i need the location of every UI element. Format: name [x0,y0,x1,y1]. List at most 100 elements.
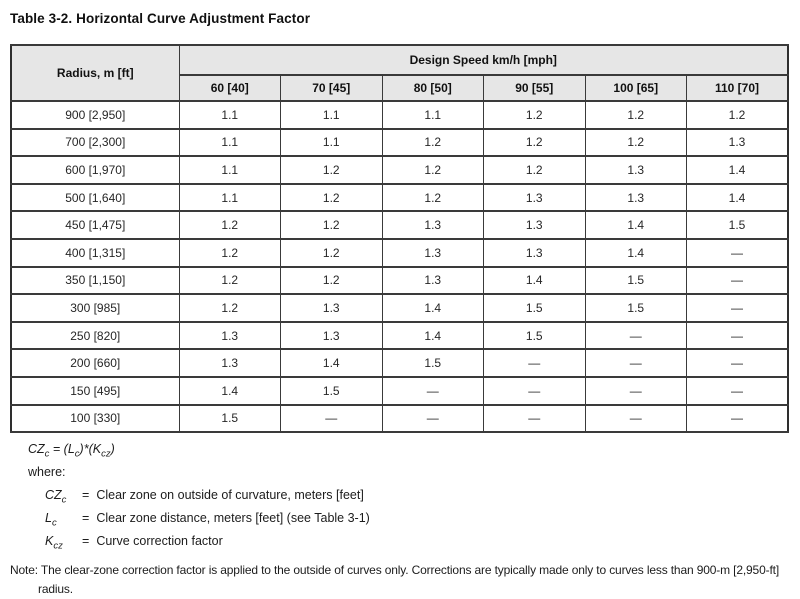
symbol-subscript: c [61,494,67,506]
symbol-base: CZ [45,488,62,503]
factor-cell: — [686,293,789,323]
factor-cell: 1.5 [584,293,687,323]
speed-column-header: 80 [50] [381,74,484,102]
factor-cell: 1.2 [381,182,484,213]
radius-cell: 150 [495] [10,375,180,406]
symbol-subscript: cz [53,540,63,552]
factor-cell: 1.2 [178,293,281,323]
factor-cell: 1.4 [381,320,484,351]
factor-cell: — [381,375,484,406]
table-row: 250 [820] 1.3 1.3 1.4 1.5— — [10,320,789,351]
factor-cell: 1.2 [381,127,484,158]
factor-cell: 1.2 [280,265,383,296]
factor-cell: 1.2 [381,155,484,185]
group-header-row: Radius, m [ft] Design Speed km/h [mph] [10,44,789,102]
factor-cell: — [280,403,383,434]
factor-cell: — [483,403,586,434]
factor-cell: 1.5 [178,403,281,434]
symbol-base: K [45,534,54,549]
factor-cell: 1.2 [483,127,586,158]
speed-header-row: 60 [40] 70 [45] 80 [50] 90 [55] 100 [65] 110 … [11,74,789,102]
formula-var-k-subscript: cz [101,448,111,460]
note-label: Note: [10,563,38,578]
factor-cell: 1.3 [178,348,281,378]
radius-cell: 300 [985] [10,293,180,323]
table-row: 200 [660] 1.3 1.4 1.5— — — [10,348,789,378]
table-title: Table 3-2. Horizontal Curve Adjustment F… [10,11,311,26]
factor-cell: 1.3 [584,182,687,213]
factor-cell: 1.2 [178,210,281,240]
factor-cell: 1.4 [584,210,687,240]
factor-cell: 1.1 [381,100,484,130]
factor-cell: 1.2 [483,100,586,130]
factor-cell: 1.1 [280,127,383,158]
factor-cell: 1.2 [178,265,281,296]
definition-symbol: CZc [45,488,82,505]
factor-cell: 1.3 [178,320,281,351]
symbol-base: L [45,511,52,526]
factor-cell: 1.5 [483,293,586,323]
formula-var-cz-subscript: c [44,448,50,460]
factor-cell: — [686,348,789,378]
definition-symbol: Lc [45,511,82,528]
formula-close-paren: ) [110,442,115,457]
factor-cell: 1.3 [280,320,383,351]
radius-cell: 700 [2,300] [10,127,180,158]
clear-zone-formula: CZc = (Lc)*(Kcz) [28,442,789,459]
table-row: 400 [1,315] 1.2 1.2 1.3 1.3 1.4— [10,237,789,268]
factor-cell: 1.5 [584,265,687,296]
definition-text: Clear zone distance, meters [feet] (see … [96,511,370,526]
factor-cell: 1.2 [483,155,586,185]
factor-table-body: 900 [2,950] 1.1 1.1 1.1 1.2 1.2 1.2 700 [2,300]… [10,100,789,434]
factor-cell: 1.2 [584,127,687,158]
equals-sign: = [82,511,90,526]
factor-cell: 1.5 [483,320,586,351]
formula-var-cz: CZ [28,442,45,457]
factor-cell: 1.1 [178,182,281,213]
radius-cell: 250 [820] [10,320,180,351]
formula-equals: = [49,442,64,457]
table-row: 450 [1,475] 1.2 1.2 1.3 1.3 1.4 1.5 [10,210,789,240]
factor-cell: 1.2 [584,100,687,130]
horizontal-curve-adjustment-table: Radius, m [ft] Design Speed km/h [mph] 6… [10,44,789,434]
table-row: 300 [985] 1.2 1.3 1.4 1.5 1.5— [10,293,789,323]
factor-cell: 1.2 [178,237,281,268]
formula-var-k: K [92,442,102,457]
definitions-list: CZc = Clear zone on outside of curvature, … [10,488,789,551]
definition-text: Clear zone on outside of curvature, mete… [96,488,364,503]
speed-column-header: 60 [40] [178,74,281,102]
table-row: 900 [2,950] 1.1 1.1 1.1 1.2 1.2 1.2 [10,100,789,130]
factor-cell: — [686,265,789,296]
factor-cell: — [483,348,586,378]
factor-cell: 1.3 [280,293,383,323]
factor-cell: — [483,375,586,406]
design-speed-group-header: Design Speed km/h [mph] [178,44,789,76]
factor-cell: 1.3 [483,237,586,268]
factor-cell: 1.3 [686,127,789,158]
table-header: Radius, m [ft] Design Speed km/h [mph] 6… [10,44,789,102]
table-note: Note: The clear-zone correction factor i… [10,561,789,599]
definition-row: CZc = Clear zone on outside of curvature, … [45,488,789,505]
factor-cell: 1.4 [178,375,281,406]
definition-symbol: Kcz [45,534,82,551]
definition-text: Curve correction factor [96,534,223,549]
factor-cell: 1.4 [686,155,789,185]
formula-var-l: L [67,442,75,457]
table-row: 100 [330] 1.5— — — — — [10,403,789,434]
radius-cell: 450 [1,475] [10,210,180,240]
formula-multiply: )*( [79,442,93,457]
factor-cell: 1.1 [178,127,281,158]
radius-cell: 900 [2,950] [10,100,180,130]
factor-cell: — [584,375,687,406]
radius-column-header: Radius, m [ft] [10,44,180,102]
radius-cell: 100 [330] [10,403,180,434]
table-row: 150 [495] 1.4 1.5— — — — [10,375,789,406]
formula-var-l-subscript: c [74,448,80,460]
factor-cell: 1.2 [280,210,383,240]
formula-open-paren: ( [63,442,68,457]
table-row: 700 [2,300] 1.1 1.1 1.2 1.2 1.2 1.3 [10,127,789,158]
equals-sign: = [82,488,90,503]
factor-cell: — [686,237,789,268]
factor-cell: 1.1 [178,100,281,130]
factor-cell: 1.5 [280,375,383,406]
